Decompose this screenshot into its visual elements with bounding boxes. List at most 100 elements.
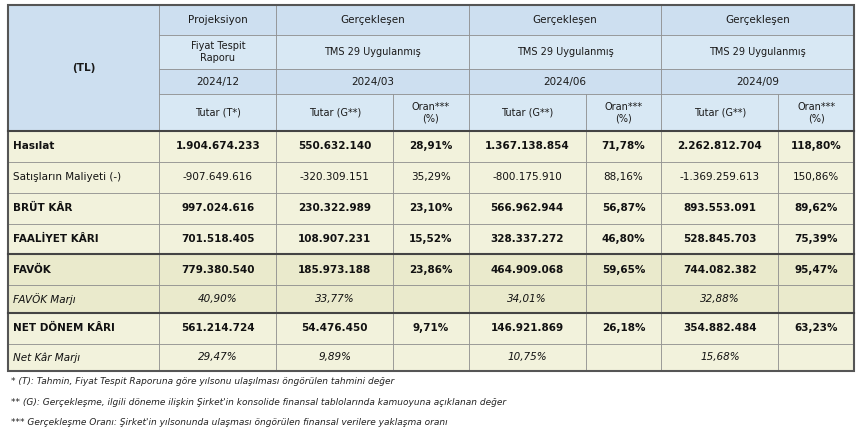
Bar <box>585 131 660 162</box>
Text: * (T): Tahmin, Fiyat Tespit Raporuna göre yılsonu ulaşılması öngörülen tahmini d: * (T): Tahmin, Fiyat Tespit Raporuna gör… <box>11 377 393 386</box>
Bar <box>159 344 276 371</box>
Text: TMS 29 Uygulanmış: TMS 29 Uygulanmış <box>517 47 613 57</box>
Bar <box>159 94 276 131</box>
Text: 89,62%: 89,62% <box>794 203 837 213</box>
Bar <box>276 254 393 286</box>
Bar <box>159 69 276 94</box>
Bar <box>159 313 276 344</box>
Text: 28,91%: 28,91% <box>409 141 452 152</box>
Text: 701.518.405: 701.518.405 <box>181 234 254 244</box>
Text: 15,52%: 15,52% <box>409 234 452 244</box>
Bar <box>468 254 585 286</box>
Text: TMS 29 Uygulanmış: TMS 29 Uygulanmış <box>709 47 805 57</box>
Bar <box>585 162 660 193</box>
Bar <box>777 313 853 344</box>
Text: 34,01%: 34,01% <box>507 294 547 304</box>
Text: 528.845.703: 528.845.703 <box>682 234 756 244</box>
Bar <box>777 94 853 131</box>
Text: 146.921.869: 146.921.869 <box>490 323 563 333</box>
Text: 328.337.272: 328.337.272 <box>490 234 563 244</box>
Bar <box>8 5 853 371</box>
Bar <box>159 162 276 193</box>
Bar <box>660 94 777 131</box>
Text: 230.322.989: 230.322.989 <box>298 203 371 213</box>
Text: 997.024.616: 997.024.616 <box>181 203 254 213</box>
Text: 75,39%: 75,39% <box>794 234 837 244</box>
Text: 108.907.231: 108.907.231 <box>298 234 371 244</box>
Bar <box>468 193 585 223</box>
Text: 56,87%: 56,87% <box>601 203 645 213</box>
Text: Fiyat Tespit
Raporu: Fiyat Tespit Raporu <box>190 41 245 63</box>
Bar <box>393 286 468 313</box>
Text: 15,68%: 15,68% <box>699 353 739 363</box>
Text: 2.262.812.704: 2.262.812.704 <box>677 141 761 152</box>
Bar <box>777 223 853 254</box>
Bar <box>585 254 660 286</box>
Bar <box>276 344 393 371</box>
Bar <box>276 223 393 254</box>
Bar <box>8 223 159 254</box>
Text: 1.367.138.854: 1.367.138.854 <box>485 141 569 152</box>
Text: 464.909.068: 464.909.068 <box>490 265 563 275</box>
Bar <box>585 223 660 254</box>
Text: NET DÖNEM KÂRI: NET DÖNEM KÂRI <box>13 323 115 333</box>
Text: Tutar (G**): Tutar (G**) <box>308 108 361 117</box>
Text: 566.962.944: 566.962.944 <box>490 203 563 213</box>
Bar <box>393 193 468 223</box>
Text: TMS 29 Uygulanmış: TMS 29 Uygulanmış <box>324 47 420 57</box>
Bar <box>8 254 159 286</box>
Text: FAALİYET KÂRI: FAALİYET KÂRI <box>13 234 98 244</box>
Bar <box>777 344 853 371</box>
Text: Tutar (G**): Tutar (G**) <box>500 108 553 117</box>
Bar <box>777 193 853 223</box>
Text: -1.369.259.613: -1.369.259.613 <box>679 172 759 182</box>
Text: Oran***
(%): Oran*** (%) <box>604 102 642 124</box>
Text: 2024/06: 2024/06 <box>543 77 586 87</box>
Text: 33,77%: 33,77% <box>314 294 354 304</box>
Bar <box>468 94 585 131</box>
Text: Oran***
(%): Oran*** (%) <box>412 102 449 124</box>
Bar <box>159 35 276 69</box>
Text: Net Kâr Marjı: Net Kâr Marjı <box>13 352 80 363</box>
Bar <box>8 162 159 193</box>
Bar <box>660 286 777 313</box>
Bar <box>393 313 468 344</box>
Bar <box>8 286 159 313</box>
Bar <box>276 313 393 344</box>
Text: Oran***
(%): Oran*** (%) <box>796 102 834 124</box>
Bar <box>468 344 585 371</box>
Text: 893.553.091: 893.553.091 <box>683 203 755 213</box>
Text: 354.882.484: 354.882.484 <box>682 323 756 333</box>
Bar <box>660 69 853 94</box>
Bar <box>159 223 276 254</box>
Bar <box>660 5 853 35</box>
Text: 46,80%: 46,80% <box>601 234 645 244</box>
Text: -907.649.616: -907.649.616 <box>183 172 252 182</box>
Text: (TL): (TL) <box>72 63 96 73</box>
Bar <box>585 344 660 371</box>
Bar <box>393 344 468 371</box>
Bar <box>159 193 276 223</box>
Bar <box>468 5 660 35</box>
Bar <box>585 193 660 223</box>
Text: 2024/03: 2024/03 <box>350 77 393 87</box>
Text: 744.082.382: 744.082.382 <box>682 265 756 275</box>
Text: 2024/12: 2024/12 <box>196 77 239 87</box>
Text: Satışların Maliyeti (-): Satışların Maliyeti (-) <box>13 172 121 182</box>
Text: 26,18%: 26,18% <box>601 323 645 333</box>
Text: 23,10%: 23,10% <box>409 203 452 213</box>
Text: 54.476.450: 54.476.450 <box>301 323 368 333</box>
Text: 32,88%: 32,88% <box>699 294 739 304</box>
Bar <box>393 162 468 193</box>
Bar <box>468 223 585 254</box>
Bar <box>777 162 853 193</box>
Bar <box>660 131 777 162</box>
Text: 550.632.140: 550.632.140 <box>298 141 371 152</box>
Bar <box>660 193 777 223</box>
Text: 35,29%: 35,29% <box>411 172 450 182</box>
Bar <box>777 254 853 286</box>
Bar <box>660 35 853 69</box>
Text: FAVÖK: FAVÖK <box>13 265 51 275</box>
Bar <box>660 254 777 286</box>
Text: Tutar (T*): Tutar (T*) <box>195 108 240 117</box>
